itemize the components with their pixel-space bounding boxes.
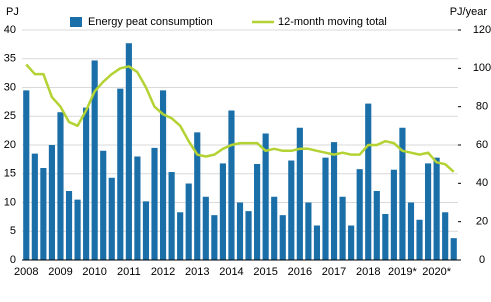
y2-tick-label: 0 <box>479 254 485 266</box>
bar <box>433 157 440 260</box>
bar <box>305 202 312 260</box>
bar <box>425 163 432 260</box>
bar <box>31 153 38 260</box>
y2-tick-label: 60 <box>476 139 488 151</box>
y-tick-label: 40 <box>4 24 16 36</box>
y2-axis-label: PJ/year <box>450 6 488 18</box>
bar <box>442 212 449 260</box>
x-tick-label: 2008 <box>14 266 38 278</box>
y2-tick-label: 100 <box>473 62 491 74</box>
y-tick-label: 20 <box>4 139 16 151</box>
bar <box>48 145 55 260</box>
x-tick-label: 2011 <box>117 266 141 278</box>
y-tick-label: 5 <box>10 225 16 237</box>
bar <box>416 219 423 260</box>
bar <box>407 202 415 260</box>
bar <box>390 169 397 260</box>
y-axis-label: PJ <box>6 6 19 18</box>
bar <box>65 191 73 260</box>
bar <box>40 168 47 260</box>
bar <box>151 147 158 260</box>
bar <box>254 163 261 260</box>
y-tick-label: 15 <box>4 168 16 180</box>
x-tick-label: 2019* <box>388 266 417 278</box>
x-tick-label: 2013 <box>185 266 209 278</box>
bar <box>339 196 346 260</box>
legend-label: Energy peat consumption <box>88 16 213 28</box>
bar <box>177 212 184 260</box>
x-tick-label: 2016 <box>288 266 312 278</box>
bar <box>74 199 81 260</box>
y-tick-label: 0 <box>10 254 16 266</box>
x-tick-label: 2010 <box>82 266 106 278</box>
bar <box>382 214 389 260</box>
bar <box>117 88 124 261</box>
bar <box>373 191 380 260</box>
bar <box>159 90 167 260</box>
bar <box>348 225 355 260</box>
bar <box>23 90 30 260</box>
bar <box>296 127 303 260</box>
y-tick-label: 10 <box>4 196 16 208</box>
bar <box>91 60 98 260</box>
line <box>25 63 455 173</box>
bar <box>194 132 201 260</box>
bar <box>202 196 209 260</box>
bar <box>168 172 175 260</box>
bar <box>271 196 278 260</box>
bar <box>262 133 269 260</box>
bar <box>279 215 286 260</box>
x-tick-label: 2012 <box>151 266 175 278</box>
x-tick-label: 2018 <box>356 266 380 278</box>
bar <box>450 238 457 260</box>
legend-swatch <box>70 17 82 27</box>
x-tick-label: 2017 <box>322 266 346 278</box>
x-tick-label: 2009 <box>48 266 72 278</box>
bar <box>219 163 226 260</box>
bar <box>211 215 218 260</box>
bar <box>236 202 244 260</box>
x-tick-label: 2014 <box>219 266 243 278</box>
bar <box>356 169 363 260</box>
y2-tick-label: 40 <box>476 177 488 189</box>
bar <box>134 156 141 260</box>
bar <box>322 157 329 260</box>
bar <box>399 127 406 260</box>
x-tick-label: 2020* <box>422 266 451 278</box>
bar <box>228 110 235 260</box>
bar <box>245 211 252 260</box>
y2-tick-label: 80 <box>476 101 488 113</box>
legend-label: 12-month moving total <box>278 16 387 28</box>
y-tick-label: 25 <box>4 110 16 122</box>
bar <box>108 177 115 260</box>
bar <box>57 112 64 260</box>
y2-tick-label: 120 <box>473 24 491 36</box>
bar <box>365 103 372 260</box>
bar <box>330 142 338 260</box>
bar <box>100 150 107 260</box>
bar <box>185 183 192 260</box>
bar <box>313 225 321 260</box>
bar <box>142 201 150 260</box>
bar <box>125 43 132 260</box>
bar <box>288 160 295 260</box>
x-tick-label: 2015 <box>253 266 277 278</box>
y-tick-label: 30 <box>4 81 16 93</box>
y-tick-label: 35 <box>4 53 16 65</box>
y2-tick-label: 20 <box>476 216 488 228</box>
bar <box>83 107 90 260</box>
